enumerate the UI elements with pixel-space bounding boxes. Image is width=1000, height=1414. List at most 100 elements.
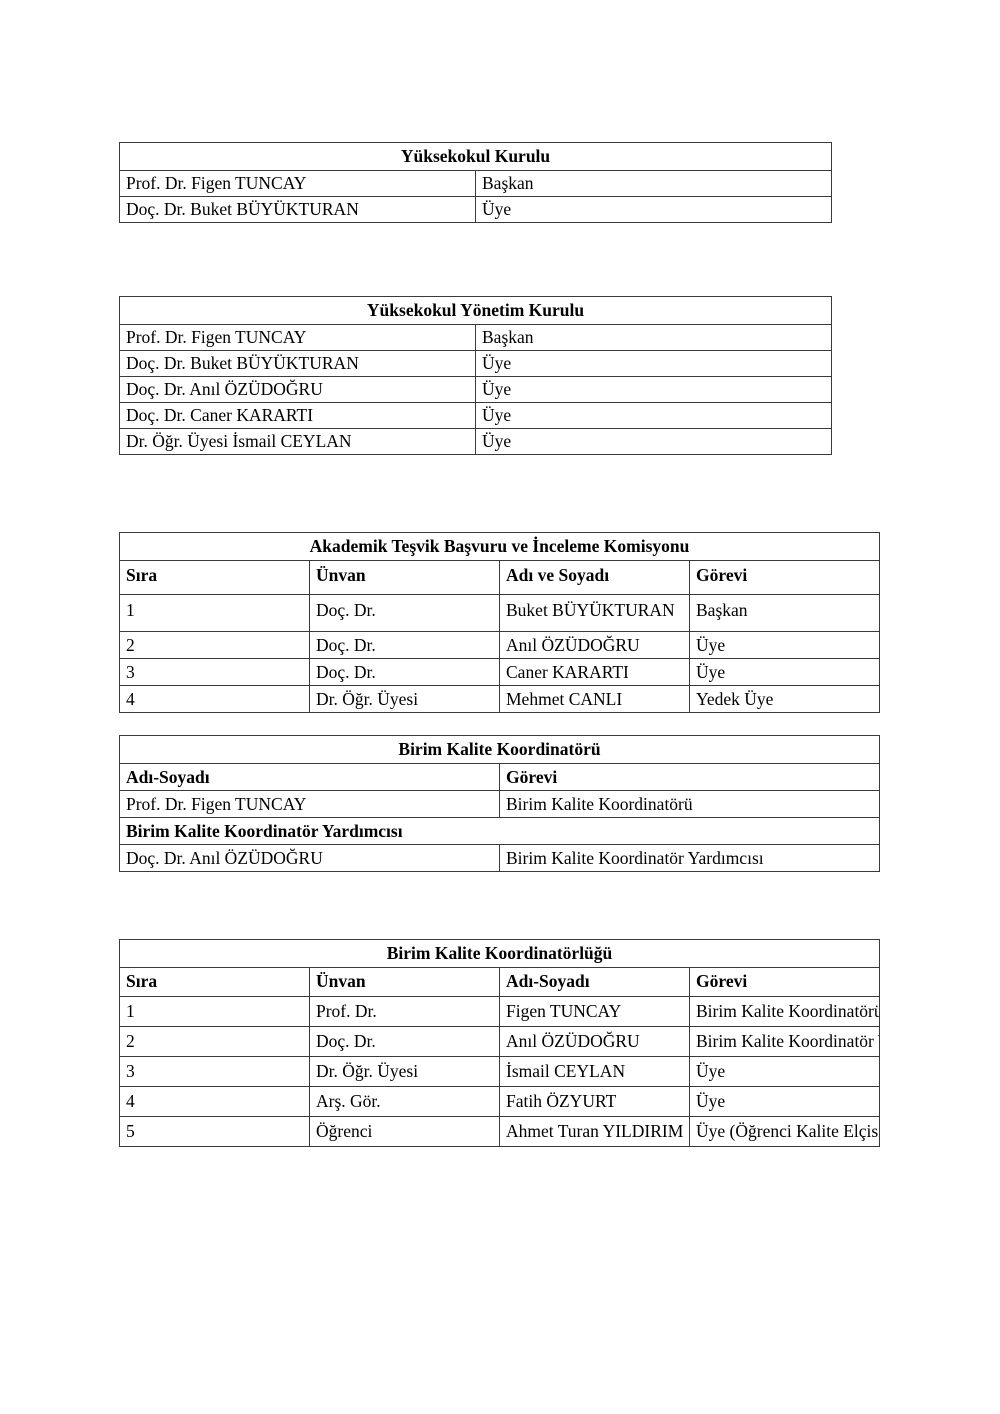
cell-gorevi: Birim Kalite Koordinatörü: [499, 790, 880, 819]
cell-unvan: Doç. Dr.: [309, 631, 500, 660]
table-row: Dr. Öğr. Üyesi İsmail CEYLAN Üye: [119, 428, 832, 456]
cell-name: Doç. Dr. Caner KARARTI: [119, 402, 476, 430]
table-title: Akademik Teşvik Başvuru ve İnceleme Komi…: [119, 531, 880, 562]
cell-name: Dr. Öğr. Üyesi İsmail CEYLAN: [119, 428, 476, 456]
cell-unvan: Arş. Gör.: [309, 1086, 500, 1118]
table-title: Yüksekokul Yönetim Kurulu: [119, 295, 832, 326]
table-title: Birim Kalite Koordinatörü: [119, 734, 880, 765]
table-row: Doç. Dr. Caner KARARTI Üye: [119, 402, 832, 430]
cell-adi-soyadi: Fatih ÖZYURT: [499, 1086, 690, 1118]
table-row: 4 Arş. Gör. Fatih ÖZYURT Üye: [119, 1086, 880, 1118]
cell-sira: 4: [119, 685, 310, 714]
cell-unvan: Öğrenci: [309, 1116, 500, 1148]
cell-name: Prof. Dr. Figen TUNCAY: [119, 324, 476, 352]
table-title: Birim Kalite Koordinatörlüğü: [119, 938, 880, 969]
cell-sira: 1: [119, 594, 310, 633]
cell-role: Üye: [475, 350, 832, 378]
cell-adi-soyadi: Figen TUNCAY: [499, 996, 690, 1028]
cell-gorevi: Üye: [689, 1056, 880, 1088]
table-row: 1 Prof. Dr. Figen TUNCAY Birim Kalite Ko…: [119, 996, 880, 1028]
cell-gorevi: Yedek Üye: [689, 685, 880, 714]
column-header-adi-soyadi: Adı-Soyadı: [499, 967, 690, 998]
table-birim-kalite-koordinatorlugu: Birim Kalite Koordinatörlüğü Sıra Ünvan …: [119, 938, 880, 1148]
cell-gorevi: Üye: [689, 631, 880, 660]
cell-sira: 4: [119, 1086, 310, 1118]
column-header-unvan: Ünvan: [309, 967, 500, 998]
table-row: Prof. Dr. Figen TUNCAY Başkan: [119, 324, 832, 352]
table-row: Doç. Dr. Buket BÜYÜKTURAN Üye: [119, 350, 832, 378]
cell-unvan: Doç. Dr.: [309, 658, 500, 687]
column-header-gorevi: Görevi: [499, 763, 880, 792]
table-row: 2 Doç. Dr. Anıl ÖZÜDOĞRU Üye: [119, 631, 880, 660]
column-header-sira: Sıra: [119, 967, 310, 998]
table-header-row: Sıra Ünvan Adı-Soyadı Görevi: [119, 967, 880, 998]
cell-gorevi: Birim Kalite Koordinatör Yardımcısı: [499, 844, 880, 873]
cell-unvan: Dr. Öğr. Üyesi: [309, 685, 500, 714]
cell-gorevi: Başkan: [689, 594, 880, 633]
cell-adi-soyadi: Anıl ÖZÜDOĞRU: [499, 1026, 690, 1058]
cell-unvan: Doç. Dr.: [309, 1026, 500, 1058]
table-title-row: Yüksekokul Yönetim Kurulu: [119, 295, 832, 326]
table-title-row: Birim Kalite Koordinatörlüğü: [119, 938, 880, 969]
cell-adi-soyadi: Prof. Dr. Figen TUNCAY: [119, 790, 500, 819]
cell-name: Doç. Dr. Anıl ÖZÜDOĞRU: [119, 376, 476, 404]
table-row: Doç. Dr. Anıl ÖZÜDOĞRU Üye: [119, 376, 832, 404]
cell-role: Üye: [475, 428, 832, 456]
table-row: Doç. Dr. Buket BÜYÜKTURAN Üye: [119, 196, 832, 224]
subsection-label: Birim Kalite Koordinatör Yardımcısı: [119, 817, 880, 846]
cell-role: Başkan: [475, 170, 832, 198]
table-row: Doç. Dr. Anıl ÖZÜDOĞRU Birim Kalite Koor…: [119, 844, 880, 873]
table-title-row: Yüksekokul Kurulu: [119, 141, 832, 172]
cell-adi-soyadi: Mehmet CANLI: [499, 685, 690, 714]
cell-adi-soyadi: Doç. Dr. Anıl ÖZÜDOĞRU: [119, 844, 500, 873]
table-akademik-tesvik-komisyonu: Akademik Teşvik Başvuru ve İnceleme Komi…: [119, 531, 880, 714]
table-subsection-row: Birim Kalite Koordinatör Yardımcısı: [119, 817, 880, 846]
cell-adi-soyadi: Caner KARARTI: [499, 658, 690, 687]
table-header-row: Adı-Soyadı Görevi: [119, 763, 880, 792]
column-header-adi-soyadi: Adı ve Soyadı: [499, 560, 690, 596]
cell-gorevi: Birim Kalite Koordinatör Yardımcısı: [689, 1026, 880, 1058]
cell-sira: 5: [119, 1116, 310, 1148]
cell-unvan: Dr. Öğr. Üyesi: [309, 1056, 500, 1088]
column-header-gorevi: Görevi: [689, 560, 880, 596]
cell-role: Üye: [475, 196, 832, 224]
cell-adi-soyadi: Ahmet Turan YILDIRIM: [499, 1116, 690, 1148]
cell-sira: 3: [119, 658, 310, 687]
cell-name: Prof. Dr. Figen TUNCAY: [119, 170, 476, 198]
cell-sira: 2: [119, 1026, 310, 1058]
cell-unvan: Doç. Dr.: [309, 594, 500, 633]
cell-name: Doç. Dr. Buket BÜYÜKTURAN: [119, 196, 476, 224]
cell-sira: 2: [119, 631, 310, 660]
table-row: 2 Doç. Dr. Anıl ÖZÜDOĞRU Birim Kalite Ko…: [119, 1026, 880, 1058]
table-row: 5 Öğrenci Ahmet Turan YILDIRIM Üye (Öğre…: [119, 1116, 880, 1148]
cell-gorevi: Üye: [689, 658, 880, 687]
column-header-sira: Sıra: [119, 560, 310, 596]
table-row: 3 Doç. Dr. Caner KARARTI Üye: [119, 658, 880, 687]
cell-adi-soyadi: Buket BÜYÜKTURAN: [499, 594, 690, 633]
cell-unvan: Prof. Dr.: [309, 996, 500, 1028]
table-yuksekokul-kurulu: Yüksekokul Kurulu Prof. Dr. Figen TUNCAY…: [119, 141, 832, 224]
table-row: Prof. Dr. Figen TUNCAY Başkan: [119, 170, 832, 198]
table-title-row: Akademik Teşvik Başvuru ve İnceleme Komi…: [119, 531, 880, 562]
column-header-unvan: Ünvan: [309, 560, 500, 596]
table-row: Prof. Dr. Figen TUNCAY Birim Kalite Koor…: [119, 790, 880, 819]
table-row: 1 Doç. Dr. Buket BÜYÜKTURAN Başkan: [119, 594, 880, 633]
column-header-gorevi: Görevi: [689, 967, 880, 998]
cell-gorevi: Birim Kalite Koordinatörü: [689, 996, 880, 1028]
cell-sira: 3: [119, 1056, 310, 1088]
cell-adi-soyadi: Anıl ÖZÜDOĞRU: [499, 631, 690, 660]
column-header-adi-soyadi: Adı-Soyadı: [119, 763, 500, 792]
cell-gorevi: Üye: [689, 1086, 880, 1118]
cell-name: Doç. Dr. Buket BÜYÜKTURAN: [119, 350, 476, 378]
cell-role: Üye: [475, 402, 832, 430]
table-title-row: Birim Kalite Koordinatörü: [119, 734, 880, 765]
table-row: 4 Dr. Öğr. Üyesi Mehmet CANLI Yedek Üye: [119, 685, 880, 714]
cell-role: Üye: [475, 376, 832, 404]
table-yuksekokul-yonetim-kurulu: Yüksekokul Yönetim Kurulu Prof. Dr. Fige…: [119, 295, 832, 456]
cell-gorevi: Üye (Öğrenci Kalite Elçisi): [689, 1116, 880, 1148]
table-row: 3 Dr. Öğr. Üyesi İsmail CEYLAN Üye: [119, 1056, 880, 1088]
table-title: Yüksekokul Kurulu: [119, 141, 832, 172]
table-birim-kalite-koordinatoru: Birim Kalite Koordinatörü Adı-Soyadı Gör…: [119, 734, 880, 873]
table-header-row: Sıra Ünvan Adı ve Soyadı Görevi: [119, 560, 880, 596]
